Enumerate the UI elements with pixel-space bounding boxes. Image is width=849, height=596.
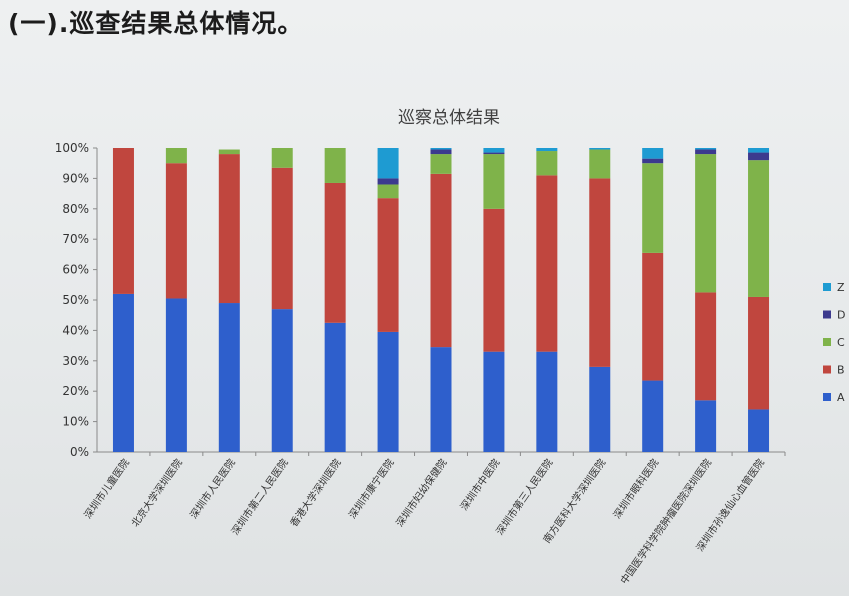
x-category-label: 深圳市眼科医院 — [610, 456, 661, 521]
bar-segment-c — [748, 160, 770, 297]
bar-segment-b — [112, 148, 134, 294]
y-tick-label: 20% — [62, 384, 89, 398]
legend-swatch-d — [823, 310, 831, 319]
bar-segment-b — [324, 182, 346, 323]
bar-segment-d — [430, 149, 452, 155]
x-category-label: 深圳市第二人民医院 — [228, 456, 290, 537]
bar-segment-z — [377, 148, 399, 179]
y-tick-label: 80% — [62, 202, 89, 216]
bar-segment-a — [377, 331, 399, 452]
bar-segment-d — [642, 158, 664, 164]
bar-segment-z — [536, 148, 558, 152]
y-tick-label: 30% — [62, 354, 89, 368]
bar-segment-a — [271, 309, 293, 452]
bar-segment-a — [642, 380, 664, 452]
bar-segment-a — [430, 347, 452, 452]
x-category-label: 香港大学深圳医院 — [287, 456, 344, 529]
y-tick-label: 50% — [62, 293, 89, 307]
legend-label-c: C — [837, 336, 845, 349]
bar-segment-c — [271, 148, 293, 168]
bar-segment-c — [324, 148, 346, 183]
bar-segment-z — [483, 148, 505, 153]
legend-label-z: Z — [837, 281, 845, 294]
bar-segment-d — [748, 152, 770, 161]
legend-swatch-b — [823, 365, 831, 374]
bar-segment-a — [483, 351, 505, 452]
y-tick-label: 70% — [62, 232, 89, 246]
bar-segment-z — [642, 148, 664, 159]
bar-segment-a — [165, 298, 187, 452]
bar-segment-z — [695, 148, 717, 150]
chart-bars — [112, 148, 770, 452]
bar-segment-c — [483, 154, 505, 209]
bar-segment-b — [377, 198, 399, 332]
bar-segment-a — [695, 400, 717, 452]
bar-segment-b — [271, 167, 293, 310]
x-category-label: 深圳市康宁医院 — [346, 456, 397, 521]
y-tick-label: 40% — [62, 323, 89, 337]
x-category-label: 深圳市中医院 — [457, 456, 502, 513]
bar-segment-b — [748, 296, 770, 410]
x-category-label: 北京大学深圳医院 — [128, 456, 185, 529]
x-category-label: 深圳市第三人民医院 — [493, 456, 555, 537]
page-heading: (一).巡查结果总体情况。 — [8, 9, 304, 38]
x-category-label: 深圳市儿童医院 — [81, 456, 132, 521]
bar-segment-c — [377, 184, 399, 199]
y-tick-label: 100% — [55, 141, 89, 155]
bar-segment-c — [642, 163, 664, 253]
bar-segment-d — [695, 149, 717, 155]
y-tick-label: 60% — [62, 263, 89, 277]
bar-segment-b — [642, 252, 664, 381]
bar-segment-a — [536, 351, 558, 452]
bar-segment-a — [218, 303, 240, 452]
bar-segment-a — [324, 322, 346, 452]
legend-label-b: B — [837, 364, 845, 377]
legend-swatch-z — [823, 283, 831, 291]
bar-segment-b — [483, 208, 505, 352]
chart-title: 巡察总体结果 — [398, 108, 500, 128]
legend-label-d: D — [837, 309, 845, 322]
legend-label-a: A — [837, 391, 845, 404]
bar-segment-d — [483, 152, 505, 155]
bar-segment-z — [430, 148, 452, 150]
bar-segment-c — [589, 149, 611, 179]
bar-segment-c — [695, 154, 717, 293]
bar-segment-b — [218, 154, 240, 304]
bar-segment-c — [536, 151, 558, 176]
y-tick-label: 90% — [62, 171, 89, 185]
bar-segment-b — [430, 173, 452, 348]
bar-segment-c — [165, 148, 187, 164]
chart-legend: Z D C B A — [823, 281, 845, 404]
bar-segment-a — [589, 366, 611, 452]
chart-axes: 0% 10% 20% 30% 40% 50% 60% 70% 80% 90% 100% — [55, 141, 786, 459]
bar-segment-a — [112, 293, 134, 452]
x-category-label: 深圳市人民医院 — [187, 456, 238, 521]
bar-segment-b — [589, 178, 611, 367]
bar-segment-d — [377, 178, 399, 185]
y-tick-label: 10% — [62, 415, 89, 429]
bar-segment-z — [748, 148, 770, 153]
chart-x-labels: 深圳市儿童医院北京大学深圳医院 深圳市人民医院深圳市第二人民医院香港大学深圳医院深… — [81, 456, 767, 586]
bar-segment-b — [165, 163, 187, 299]
bar-segment-b — [695, 292, 717, 401]
legend-swatch-a — [823, 393, 831, 401]
bar-segment-c — [430, 154, 452, 174]
legend-swatch-c — [823, 338, 831, 346]
bar-segment-c — [218, 149, 240, 155]
bar-segment-b — [536, 175, 558, 352]
y-tick-label: 0% — [70, 445, 89, 459]
bar-segment-z — [589, 148, 611, 150]
x-category-label: 中国医学科学院肿瘤医院深圳医院 — [617, 456, 714, 586]
bar-segment-a — [748, 409, 770, 452]
x-category-label: 深圳市妇幼保健院 — [393, 456, 450, 529]
